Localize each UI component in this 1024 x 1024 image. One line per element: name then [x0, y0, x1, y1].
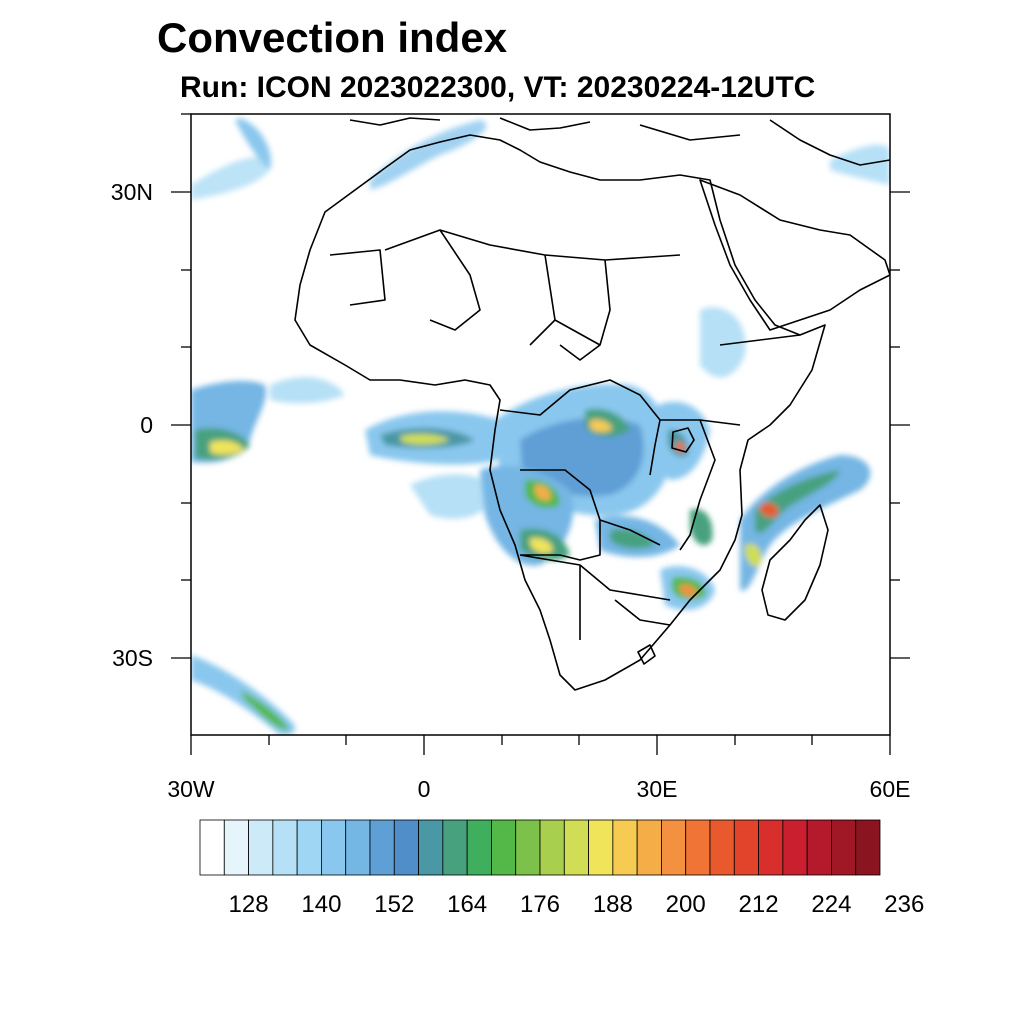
colorbar-label: 152 — [374, 891, 414, 918]
colorbar-swatch — [466, 819, 492, 876]
lon-label-60e: 60E — [870, 776, 911, 802]
colorbar-swatch — [709, 819, 735, 876]
colorbar-swatch — [636, 819, 662, 876]
map-subtitle: Run: ICON 2023022300, VT: 20230224-12UTC — [180, 71, 816, 104]
colorbar-swatch — [223, 819, 249, 876]
axis-ticks — [171, 113, 910, 755]
colorbar-swatch — [296, 819, 322, 876]
colorbar — [199, 819, 881, 876]
colorbar-label: 188 — [593, 891, 633, 918]
lat-label-0: 0 — [140, 412, 153, 438]
lat-tick-labels: 30N 0 30S — [111, 179, 153, 671]
colorbar-swatch — [855, 819, 881, 876]
colorbar-label: 200 — [666, 891, 706, 918]
colorbar-label: 164 — [447, 891, 487, 918]
lon-label-0: 0 — [418, 776, 431, 802]
colorbar-label: 176 — [520, 891, 560, 918]
colorbar-swatch — [733, 819, 759, 876]
colorbar-swatch — [588, 819, 614, 876]
lon-tick-labels: 30W 0 30E 60E — [167, 776, 910, 802]
map-title: Convection index — [157, 14, 508, 61]
colorbar-swatch — [758, 819, 784, 876]
colorbar-label: 212 — [739, 891, 779, 918]
colorbar-swatch — [393, 819, 419, 876]
colorbar-swatch — [321, 819, 347, 876]
colorbar-swatch — [685, 819, 711, 876]
colorbar-labels: 128 140 152 164 176 188 200 212 224 236 — [229, 891, 925, 918]
colorbar-swatch — [831, 819, 857, 876]
coastlines — [294, 117, 890, 691]
colorbar-swatch — [345, 819, 371, 876]
colorbar-label: 128 — [229, 891, 269, 918]
colorbar-swatch — [563, 819, 589, 876]
colorbar-swatch — [612, 819, 638, 876]
colorbar-swatch — [539, 819, 565, 876]
colorbar-swatch — [661, 819, 687, 876]
colorbar-label: 236 — [884, 891, 924, 918]
convection-field — [191, 118, 890, 735]
colorbar-swatch — [806, 819, 832, 876]
colorbar-swatch — [199, 819, 225, 876]
lon-label-30w: 30W — [167, 776, 215, 802]
colorbar-swatch — [442, 819, 468, 876]
colorbar-label: 224 — [811, 891, 851, 918]
colorbar-swatch — [369, 819, 395, 876]
colorbar-swatch — [418, 819, 444, 876]
colorbar-label: 140 — [301, 891, 341, 918]
lon-label-30e: 30E — [637, 776, 678, 802]
colorbar-swatch — [272, 819, 298, 876]
colorbar-swatch — [248, 819, 274, 876]
lat-label-30n: 30N — [111, 179, 153, 205]
colorbar-swatch — [782, 819, 808, 876]
colorbar-swatch — [515, 819, 541, 876]
colorbar-swatch — [491, 819, 517, 876]
lat-label-30s: 30S — [112, 645, 153, 671]
